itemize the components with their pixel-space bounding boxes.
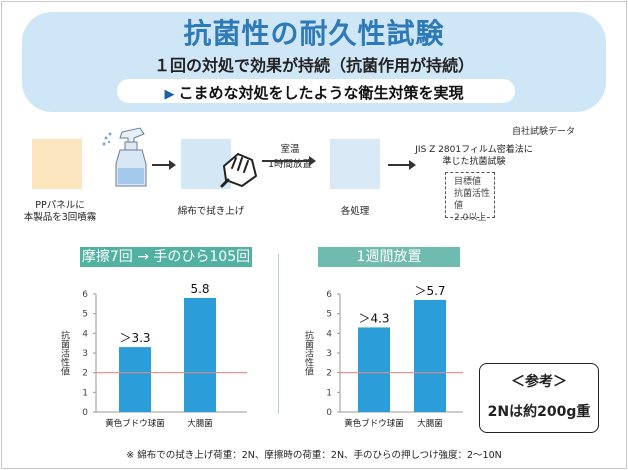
step4-label: JIS Z 2801フィルム密着法に 準じた抗菌試験 bbox=[415, 145, 533, 167]
bar-value-label: ＞3.3 bbox=[119, 331, 150, 345]
arrow-condition-label: 室温 1時間放置 bbox=[267, 144, 313, 170]
y-tick-label: 4 bbox=[326, 329, 332, 339]
page-subtitle: １回の対処で効果が持続（抗菌作用が持続） bbox=[153, 56, 474, 75]
y-tick-label: 0 bbox=[326, 408, 332, 418]
x-category-label: 大腸菌 bbox=[187, 418, 213, 429]
y-tick-label: 2 bbox=[82, 369, 88, 379]
flow-arrow-2 bbox=[262, 156, 316, 166]
bar bbox=[184, 297, 216, 412]
spray-bottle-icon bbox=[102, 127, 147, 187]
chart2-title: 1週間放置 bbox=[318, 247, 460, 267]
panel-divider bbox=[278, 254, 279, 414]
y-tick-label: 4 bbox=[82, 329, 88, 339]
x-category-label: 黄色ブドウ球菌 bbox=[344, 418, 404, 429]
y-axis-label: 抗菌活性値 bbox=[303, 329, 314, 376]
chart2-svg: 0 1 2 3 4 5 6 抗菌活性値 ＞4.3 黄色ブドウ球菌 ＞5.7 大腸菌 bbox=[303, 284, 463, 429]
y-tick-label: 3 bbox=[326, 349, 332, 359]
bar bbox=[414, 299, 446, 412]
chart1-svg: 0 1 2 3 4 5 6 抗菌活性値 ＞3.3 黄色ブドウ球菌 5.8 大腸菌 bbox=[59, 282, 247, 429]
page-title: 抗菌性の耐久性試験 bbox=[183, 17, 445, 50]
bar bbox=[358, 327, 390, 412]
y-tick-label: 5 bbox=[326, 310, 332, 320]
y-tick-label: 0 bbox=[82, 408, 88, 418]
reference-text: 2Nは約200g重 bbox=[487, 404, 591, 420]
target-value-text: 目標値 抗菌活性値 2.0以上 bbox=[454, 177, 491, 223]
pp-panel-swatch bbox=[32, 139, 82, 189]
cloth-wipe-swatch bbox=[181, 139, 231, 189]
y-tick-label: 6 bbox=[326, 290, 332, 300]
y-tick-label: 3 bbox=[82, 349, 88, 359]
processed-swatch bbox=[330, 139, 380, 189]
y-tick-label: 2 bbox=[326, 369, 332, 379]
highlight-pill bbox=[117, 79, 515, 103]
y-axis-label: 抗菌活性値 bbox=[59, 329, 70, 376]
reference-box bbox=[479, 363, 599, 433]
flow-arrow-3 bbox=[388, 160, 416, 170]
step2-label: 綿布で拭き上げ bbox=[177, 206, 245, 217]
reference-title: ＜参考＞ bbox=[511, 374, 567, 390]
y-tick-label: 1 bbox=[82, 388, 88, 398]
step3-label: 各処理 bbox=[340, 206, 370, 217]
wiping-hand-icon bbox=[220, 152, 258, 188]
y-tick-label: 1 bbox=[326, 388, 332, 398]
highlight-text-row: ▶ こまめな対処をしたような衛生対策を実現 bbox=[0, 82, 628, 103]
chart1-title: 摩擦7回 → 手のひら105回 bbox=[80, 247, 252, 267]
highlight-text: こまめな対処をしたような衛生対策を実現 bbox=[178, 84, 464, 102]
target-value-box: 目標値 抗菌活性値 2.0以上 bbox=[445, 172, 495, 223]
y-tick-label: 5 bbox=[82, 310, 88, 320]
triangle-right-icon: ▶ bbox=[164, 87, 175, 102]
bar-value-label: 5.8 bbox=[190, 282, 209, 296]
bar-value-label: ＞5.7 bbox=[414, 284, 445, 298]
y-tick-label: 6 bbox=[82, 290, 88, 300]
footnote: ※ 綿布での拭き上げ荷重：2N、摩擦時の荷重：2N、手のひらの押しつけ強度：2～… bbox=[126, 450, 502, 461]
bar bbox=[119, 347, 151, 412]
step1-label: PPパネルに 本製品を3回噴霧 bbox=[23, 200, 97, 223]
data-source-note: 自社試験データ bbox=[512, 127, 576, 137]
x-category-label: 黄色ブドウ球菌 bbox=[105, 418, 165, 429]
bar-value-label: ＞4.3 bbox=[358, 311, 389, 325]
x-category-label: 大腸菌 bbox=[417, 418, 443, 429]
flow-arrow-1 bbox=[152, 160, 176, 170]
